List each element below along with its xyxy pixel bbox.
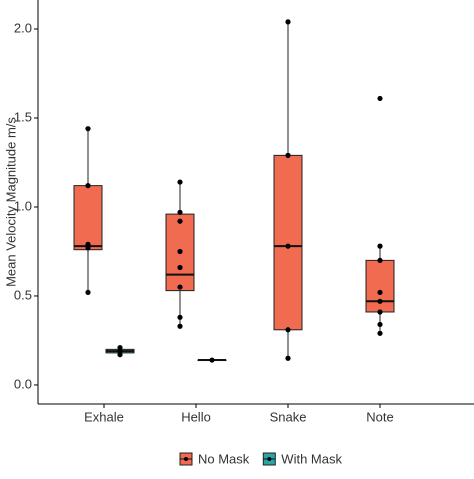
y-tick-label: 0.5 [14, 287, 32, 302]
legend-label: No Mask [198, 451, 250, 466]
box [273, 154, 303, 331]
point [285, 355, 291, 361]
point [177, 218, 183, 224]
point [377, 289, 383, 296]
point [377, 298, 383, 304]
point [177, 284, 183, 290]
x-tick-label: Hello [181, 409, 211, 424]
x-tick-label: Snake [270, 409, 307, 424]
point [377, 95, 383, 102]
x-tick-label: Exhale [84, 409, 124, 424]
legend-label: With Mask [281, 451, 342, 466]
point [209, 357, 215, 363]
point [285, 327, 291, 333]
point [117, 344, 123, 351]
box [73, 185, 103, 251]
point [85, 289, 91, 296]
point [377, 257, 383, 263]
y-tick-label: 0.0 [14, 376, 32, 391]
point [285, 19, 291, 25]
point [117, 352, 123, 358]
point [177, 264, 183, 271]
point [85, 241, 91, 247]
y-tick-label: 1.5 [14, 109, 32, 124]
point [85, 245, 91, 251]
point [85, 126, 91, 132]
point [177, 323, 183, 329]
point [177, 248, 183, 255]
legend-key-dot [267, 457, 272, 461]
point [377, 321, 383, 328]
point [285, 243, 291, 249]
point [377, 330, 383, 336]
box [365, 259, 395, 313]
y-axis-title: Mean Velocity Magnitude m/s [3, 117, 18, 287]
y-tick-label: 2.0 [14, 20, 32, 35]
point [377, 243, 383, 249]
point [177, 179, 183, 185]
point [117, 348, 123, 354]
x-tick-label: Note [366, 409, 393, 424]
legend-key-dot [184, 457, 188, 461]
point [177, 209, 183, 215]
point [285, 152, 291, 158]
point [85, 183, 91, 189]
point [377, 309, 383, 315]
y-tick-label: 1.0 [14, 198, 32, 213]
point [177, 314, 183, 320]
